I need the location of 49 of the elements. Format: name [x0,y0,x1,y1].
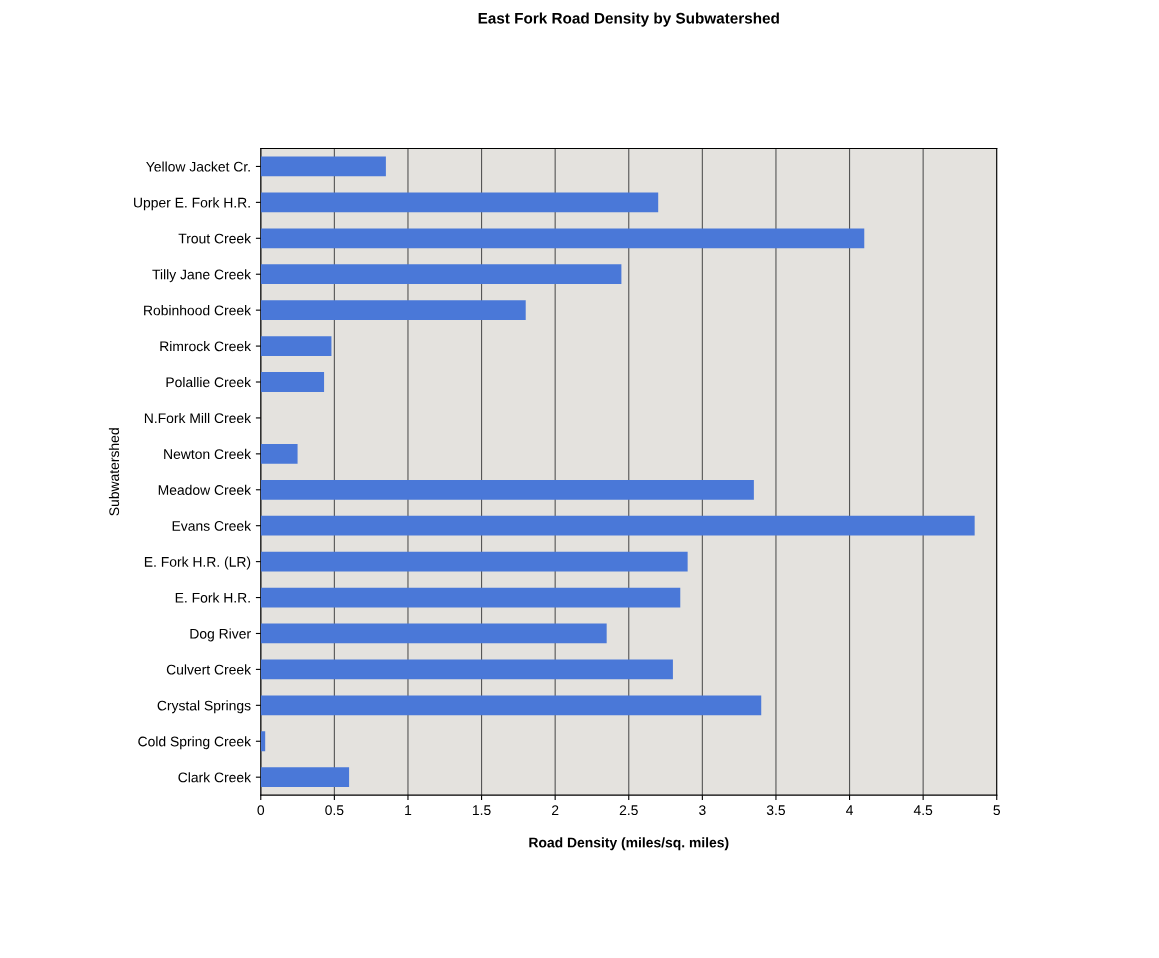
bar [260,659,673,680]
x-tick-label: 1.5 [472,805,491,816]
x-tick-label: 4 [846,805,853,815]
bar [260,767,350,788]
bar [260,551,688,572]
chart-title: East Fork Road Density by Subwatershed [478,12,779,27]
bar [260,192,659,213]
bar [260,228,865,249]
x-tick-label: 5 [993,805,1001,816]
y-tick-label: Yellow Jacket Cr. [146,161,250,172]
bar [260,695,762,716]
bar [260,623,607,644]
y-tick-label: Clark Creek [178,772,252,783]
y-tick-label: E. Fork H.R. [175,592,250,603]
y-tick-label: Rimrock Creek [160,341,252,352]
x-tick-label: 4.5 [913,805,933,816]
y-tick-label: Tilly Jane Creek [152,269,252,283]
x-tick-label: 0 [257,805,265,816]
x-tick-label: 3 [699,805,706,816]
bar [260,443,298,464]
x-tick-label: 1 [405,805,412,815]
y-tick-label: Robinhood Creek [144,305,252,316]
y-tick-label: Trout Creek [178,233,252,244]
y-tick-label: Newton Creek [164,448,252,460]
y-axis-title: Subwatershed [108,428,120,516]
y-tick-label: Upper E. Fork H.R. [134,197,250,211]
bar [260,156,386,177]
bar [260,515,975,536]
y-tick-label: E. Fork H.R. (LR) [144,556,251,570]
x-tick-label: 0.5 [325,805,344,816]
bar [260,587,681,608]
x-tick-label: 2 [552,805,559,815]
y-tick-label: Meadow Creek [158,484,252,495]
bar [260,264,622,285]
y-tick-label: Culvert Creek [166,664,252,675]
bar [260,372,325,392]
y-tick-label: Crystal Springs [157,700,251,714]
bar [260,336,332,356]
x-tick-label: 3.5 [766,805,786,816]
y-tick-label: Dog River [190,628,251,642]
bar [260,731,266,752]
x-tick-label: 2.5 [619,805,638,816]
y-tick-label: Cold Spring Creek [138,736,252,750]
x-axis-title: Road Density (miles/sq. miles) [529,837,729,851]
bar [260,300,526,321]
y-tick-label: Polallie Creek [166,376,252,388]
y-tick-label: Evans Creek [172,520,252,531]
y-tick-label: N.Fork Mill Creek [144,412,252,424]
bar [260,479,754,500]
